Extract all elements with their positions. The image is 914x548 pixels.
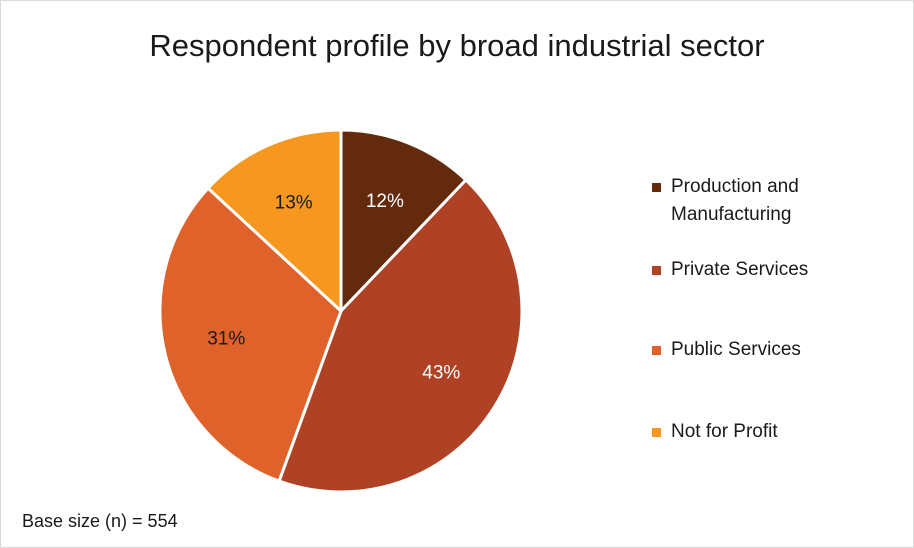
legend-swatch-4 <box>652 428 661 437</box>
legend-item-4: Not for Profit <box>652 418 851 446</box>
pie-slice-2 <box>277 178 524 494</box>
pie-slice-4 <box>206 128 343 313</box>
legend-label-3: Public Services <box>671 339 801 360</box>
legend-item-2: Private Services <box>652 256 851 284</box>
pie-data-label-1: 12% <box>366 191 404 212</box>
base-size-footnote: Base size (n) = 554 <box>22 511 178 531</box>
legend-swatch-1 <box>652 183 661 192</box>
legend-item-3: Public Services <box>652 336 851 364</box>
legend-label-2: Private Services <box>671 259 809 280</box>
pie-slice-3 <box>158 186 343 483</box>
pie-slice-1 <box>339 128 468 313</box>
legend-item-1: Production and Manufacturing <box>652 173 851 229</box>
chart-title: Respondent profile by broad industrial s… <box>149 28 765 63</box>
legend-swatch-2 <box>652 266 661 275</box>
pie-data-label-2: 43% <box>422 363 460 384</box>
legend-label-1: Production and Manufacturing <box>671 176 799 225</box>
pie-data-label-4: 13% <box>275 192 313 213</box>
legend-swatch-3 <box>652 346 661 355</box>
legend-label-4: Not for Profit <box>671 421 778 442</box>
pie-data-label-3: 31% <box>207 328 245 349</box>
